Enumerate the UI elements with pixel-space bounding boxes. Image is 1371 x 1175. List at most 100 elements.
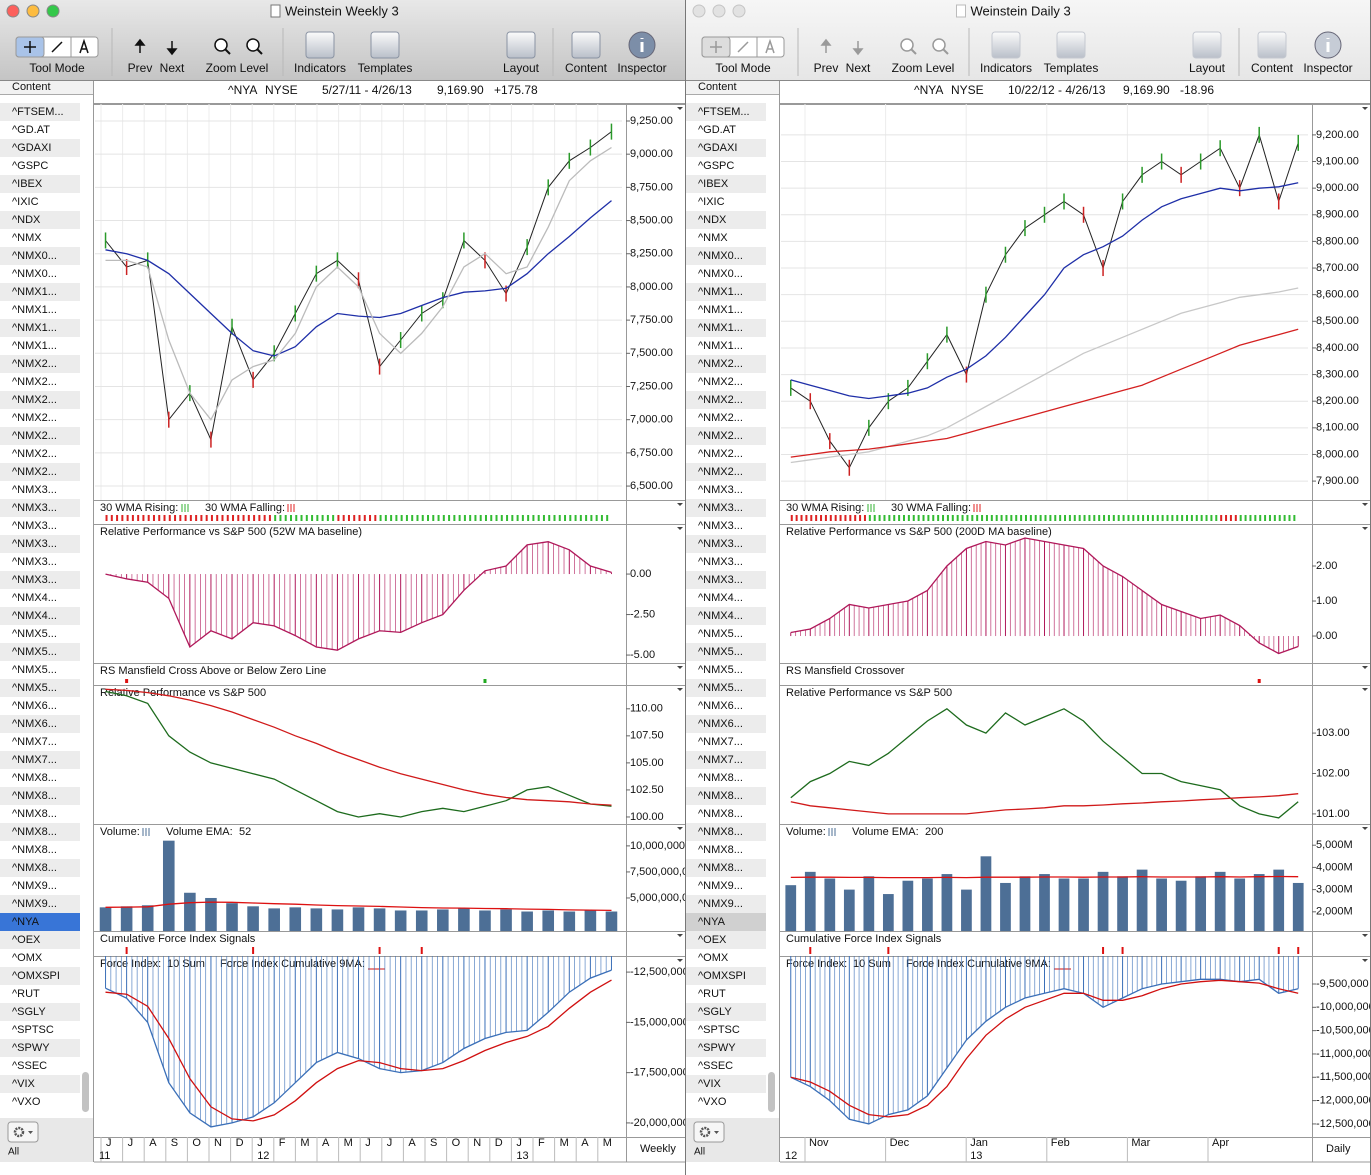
sidebar-row[interactable]	[686, 643, 766, 661]
sidebar-row[interactable]	[686, 553, 766, 571]
sidebar-item[interactable]: ^SPWY	[698, 1042, 736, 1054]
sidebar-row[interactable]	[686, 895, 766, 913]
sidebar-item[interactable]: ^NMX8...	[698, 826, 743, 838]
sidebar-item[interactable]: ^NMX2...	[698, 376, 743, 388]
sidebar-item[interactable]: ^NMX3...	[698, 556, 743, 568]
sidebar-row[interactable]	[0, 175, 80, 193]
toolbar-label[interactable]: Zoom Level	[206, 61, 269, 75]
sidebar-item[interactable]: ^NMX7...	[12, 754, 57, 766]
nav-icon[interactable]	[820, 38, 832, 53]
sidebar-item[interactable]: ^OMXSPI	[12, 970, 60, 982]
sidebar-row[interactable]	[686, 481, 766, 499]
sidebar-row[interactable]	[686, 805, 766, 823]
sidebar-item[interactable]: ^NMX6...	[698, 700, 743, 712]
sidebar-row[interactable]	[686, 319, 766, 337]
sidebar-item[interactable]: ^IBEX	[12, 178, 43, 190]
sidebar-row[interactable]	[0, 409, 80, 427]
sidebar-row[interactable]	[0, 1075, 80, 1093]
sidebar-item[interactable]: ^NMX3...	[12, 538, 57, 550]
sidebar-item[interactable]: ^NMX	[12, 232, 42, 244]
sidebar-row[interactable]	[686, 1075, 766, 1093]
sidebar-row[interactable]	[686, 877, 766, 895]
sidebar-item[interactable]: ^NMX2...	[698, 448, 743, 460]
sidebar-row[interactable]	[686, 1093, 766, 1111]
sidebar-item[interactable]: ^NMX0...	[698, 250, 743, 262]
sidebar-row[interactable]	[0, 733, 80, 751]
sidebar-item[interactable]: ^SSEC	[12, 1060, 47, 1072]
sidebar-row[interactable]	[0, 283, 80, 301]
sidebar-item[interactable]: ^NMX2...	[12, 430, 57, 442]
sidebar-item[interactable]: ^NYA	[12, 916, 40, 928]
sidebar-row[interactable]	[0, 535, 80, 553]
sidebar-item[interactable]: ^NMX7...	[698, 736, 743, 748]
sidebar-item[interactable]: ^VIX	[12, 1078, 36, 1090]
toolbar-icon[interactable]	[305, 31, 335, 59]
sidebar-item[interactable]: ^NMX8...	[698, 808, 743, 820]
toolbar-icon[interactable]	[506, 31, 536, 59]
sidebar-item[interactable]: ^NMX2...	[12, 412, 57, 424]
sidebar-item[interactable]: ^NMX4...	[12, 610, 57, 622]
sidebar-row[interactable]	[686, 985, 766, 1003]
sidebar-row[interactable]	[686, 301, 766, 319]
sidebar-item[interactable]: ^NMX0...	[698, 268, 743, 280]
sidebar-row[interactable]	[686, 535, 766, 553]
sidebar-row[interactable]	[0, 1039, 80, 1057]
sidebar-item[interactable]: ^SGLY	[12, 1006, 46, 1018]
panel-menu[interactable]	[677, 666, 683, 669]
sidebar-item[interactable]: ^SPWY	[12, 1042, 50, 1054]
sidebar-item[interactable]: ^NMX8...	[12, 862, 57, 874]
sidebar-item[interactable]: ^NDX	[12, 214, 41, 226]
sidebar-row[interactable]	[686, 517, 766, 535]
sidebar-row[interactable]	[0, 715, 80, 733]
panel-menu[interactable]	[1362, 107, 1368, 110]
period-label[interactable]: Daily	[1326, 1143, 1351, 1155]
toolbar-label[interactable]: Inspector	[1303, 61, 1352, 75]
sidebar-row[interactable]	[0, 553, 80, 571]
window-button[interactable]	[712, 4, 726, 18]
sidebar-item[interactable]: ^NMX3...	[698, 484, 743, 496]
toolbar-label[interactable]: Indicators	[294, 61, 346, 75]
sidebar-item[interactable]: ^OMXSPI	[698, 970, 746, 982]
sidebar-item[interactable]: ^NMX9...	[12, 880, 57, 892]
nav-icon[interactable]	[134, 38, 146, 53]
sidebar-row[interactable]	[0, 481, 80, 499]
sidebar-row[interactable]	[0, 157, 80, 175]
sidebar-item[interactable]: ^NMX2...	[698, 466, 743, 478]
sidebar-item[interactable]: ^NMX9...	[698, 880, 743, 892]
sidebar-row[interactable]	[686, 355, 766, 373]
sidebar-row[interactable]	[0, 193, 80, 211]
sidebar-row[interactable]	[0, 643, 80, 661]
sidebar-item[interactable]: ^NMX3...	[12, 574, 57, 586]
nav-icon[interactable]	[166, 41, 178, 56]
sidebar-row[interactable]	[686, 1039, 766, 1057]
sidebar-item[interactable]: ^NMX2...	[12, 448, 57, 460]
sidebar-row[interactable]	[0, 661, 80, 679]
sidebar-row[interactable]	[0, 1003, 80, 1021]
sidebar-row[interactable]	[0, 265, 80, 283]
sidebar-row[interactable]	[686, 283, 766, 301]
sidebar-item[interactable]: ^NMX1...	[12, 304, 57, 316]
sidebar-item[interactable]: ^GSPC	[12, 160, 48, 172]
sidebar-row[interactable]	[686, 211, 766, 229]
toolbar-label[interactable]: Layout	[503, 61, 540, 75]
panel-menu[interactable]	[677, 827, 683, 830]
panel-menu[interactable]	[1362, 688, 1368, 691]
toolbar-label[interactable]: Content	[565, 61, 608, 75]
sidebar-row[interactable]	[0, 571, 80, 589]
sidebar-row[interactable]	[686, 1021, 766, 1039]
panel-menu[interactable]	[677, 934, 683, 937]
sidebar-row[interactable]	[686, 679, 766, 697]
sidebar-row[interactable]	[686, 697, 766, 715]
sidebar-item[interactable]: ^NMX1...	[12, 340, 57, 352]
sidebar-row[interactable]	[0, 859, 80, 877]
sidebar-footer-label[interactable]: All	[694, 1147, 705, 1158]
sidebar-row[interactable]	[686, 1057, 766, 1075]
panel-menu[interactable]	[1362, 503, 1368, 506]
sidebar-item[interactable]: ^NMX1...	[698, 322, 743, 334]
sidebar-row[interactable]	[686, 823, 766, 841]
sidebar-item[interactable]: ^NMX8...	[12, 772, 57, 784]
panel-menu[interactable]	[677, 688, 683, 691]
toolbar-label[interactable]: Templates	[358, 61, 413, 75]
sidebar-row[interactable]	[686, 391, 766, 409]
sidebar-row[interactable]	[686, 157, 766, 175]
